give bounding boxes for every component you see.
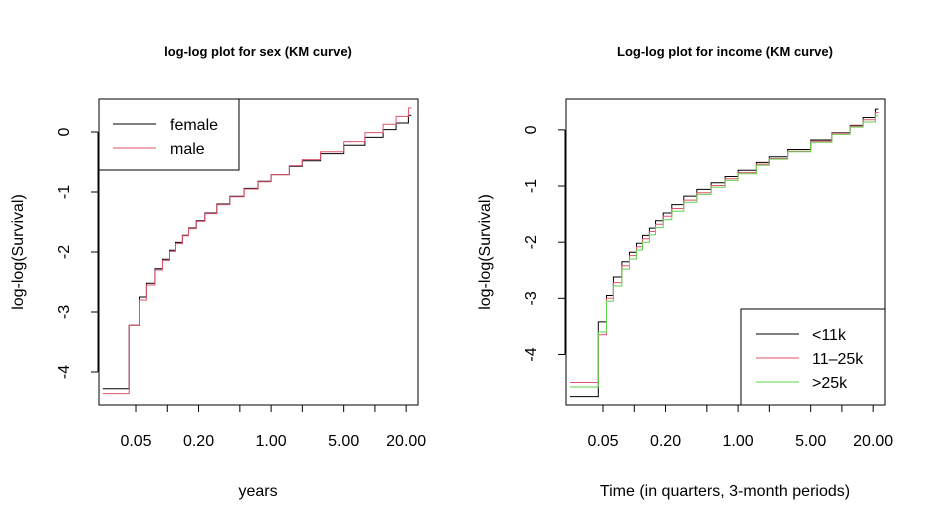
sex-x-tick-label: 20.00	[386, 433, 426, 450]
sex-y-tick-label: -4	[56, 365, 73, 379]
income-x-tick-label: 5.00	[795, 433, 826, 450]
sex-legend: female male	[98, 98, 240, 171]
income-x-tick-label: 0.20	[650, 433, 681, 450]
sex-x-axis-label: years	[238, 483, 277, 500]
sex-legend-label-female: female	[170, 117, 218, 134]
income-legend-box	[740, 308, 886, 406]
income-y-tick-label: -2	[523, 235, 540, 249]
sex-y-tick-label: 0	[56, 127, 73, 136]
income-x-axis: 0.05 0.20 1.00 5.00 20.00	[587, 404, 893, 450]
income-x-tick-label: 0.05	[587, 433, 618, 450]
sex-km-panel: log-log plot for sex (KM curve) years lo…	[10, 44, 426, 500]
income-x-tick-label: 20.00	[853, 433, 893, 450]
sex-y-tick-label: -1	[56, 185, 73, 199]
income-legend-label-gt25k: >25k	[812, 375, 848, 392]
income-y-tick-label: -3	[523, 291, 540, 305]
income-series-group	[569, 108, 879, 398]
sex-series-male	[102, 107, 412, 395]
sex-y-tick-label: -3	[56, 305, 73, 319]
sex-legend-box	[98, 98, 240, 171]
income-legend-label-lt11k: <11k	[812, 327, 847, 344]
sex-x-tick-label: 0.20	[183, 433, 214, 450]
sex-y-axis: 0 -1 -2 -3 -4	[56, 127, 99, 379]
income-x-axis-label: Time (in quarters, 3-month periods)	[600, 483, 850, 500]
income-legend: <11k 11–25k >25k	[740, 308, 886, 406]
sex-x-tick-label: 1.00	[256, 433, 287, 450]
income-y-tick-label: -4	[523, 347, 540, 361]
income-x-tick-label: 1.00	[723, 433, 754, 450]
sex-x-tick-label: 0.05	[120, 433, 151, 450]
sex-x-tick-label: 5.00	[328, 433, 359, 450]
income-series-25k	[569, 115, 879, 388]
sex-series-group	[102, 107, 412, 395]
income-y-tick-label: 0	[523, 125, 540, 134]
income-km-panel: Log-log plot for income (KM curve) Time …	[477, 44, 893, 500]
sex-legend-label-male: male	[170, 141, 205, 158]
sex-x-axis: 0.05 0.20 1.00 5.00 20.00	[120, 404, 426, 450]
income-chart-title: Log-log plot for income (KM curve)	[617, 44, 833, 59]
income-legend-label-11-25k: 11–25k	[812, 351, 864, 368]
sex-y-tick-label: -2	[56, 245, 73, 259]
sex-chart-title: log-log plot for sex (KM curve)	[164, 44, 352, 59]
income-y-axis-label: log-log(Survival)	[477, 194, 494, 310]
income-y-axis: 0 -1 -2 -3 -4	[523, 125, 566, 362]
sex-y-axis-label: log-log(Survival)	[10, 194, 27, 310]
income-y-tick-label: -1	[523, 179, 540, 193]
